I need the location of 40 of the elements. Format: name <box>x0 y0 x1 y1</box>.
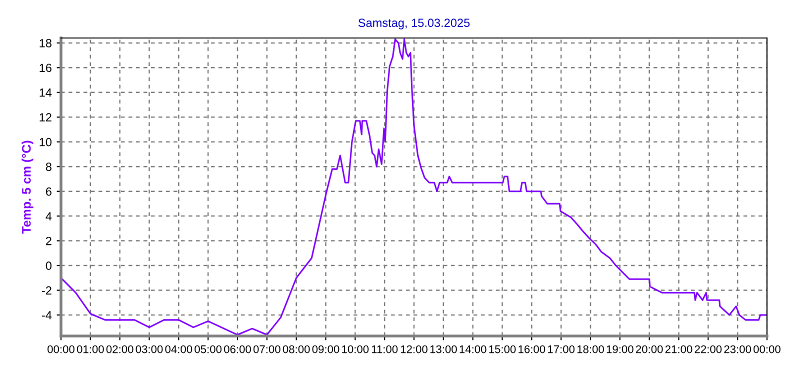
x-tick-label: 09:00 <box>312 345 340 354</box>
x-tick-label: 05:00 <box>194 345 222 354</box>
y-tick-label: 8 <box>46 162 52 171</box>
y-tick-label: 6 <box>46 187 52 196</box>
y-tick-label: 12 <box>40 113 52 122</box>
y-tick-label: -2 <box>42 286 52 295</box>
y-tick-label: 4 <box>46 212 52 220</box>
x-tick-label: 19:00 <box>606 345 634 354</box>
x-tick-label: 11:00 <box>372 345 398 354</box>
chart-title: Samstag, 15.03.2025 <box>358 18 470 30</box>
x-tick-label: 04:00 <box>165 345 192 354</box>
x-tick-label: 07:00 <box>253 345 280 354</box>
y-tick-label: 18 <box>40 38 52 48</box>
x-tick-label: 08:00 <box>282 345 310 354</box>
x-tick-label: 23:00 <box>724 345 752 354</box>
y-tick-label: 10 <box>40 138 52 146</box>
x-tick-label: 17:00 <box>548 345 575 354</box>
y-tick-label: 2 <box>46 236 52 246</box>
y-axis-title: Temp. 5 cm (°C) <box>22 140 34 234</box>
y-tick-label: -4 <box>42 311 52 320</box>
x-tick-label: 13:00 <box>430 345 457 354</box>
x-tick-label: 22:00 <box>694 345 722 354</box>
x-tick-label: 15:00 <box>489 345 516 354</box>
x-tick-label: 06:00 <box>224 345 251 354</box>
line-series <box>61 38 767 336</box>
x-tick-label: 20:00 <box>636 345 663 354</box>
y-tick-label: 0 <box>46 262 52 270</box>
x-tick-label: 00:00 <box>754 345 780 354</box>
x-tick-label: 00:00 <box>48 345 74 354</box>
x-tick-label: 02:00 <box>106 345 134 354</box>
x-tick-label: 16:00 <box>518 345 546 354</box>
y-tick-label: 16 <box>40 64 52 72</box>
x-tick-label: 12:00 <box>400 345 428 354</box>
x-tick-label: 10:00 <box>342 345 369 354</box>
x-tick-label: 14:00 <box>460 345 486 354</box>
x-tick-label: 01:00 <box>76 345 104 354</box>
x-tick-label: 21:00 <box>665 345 692 354</box>
x-tick-label: 03:00 <box>136 345 163 354</box>
x-tick-label: 18:00 <box>577 345 604 354</box>
y-tick-label: 14 <box>40 88 52 97</box>
